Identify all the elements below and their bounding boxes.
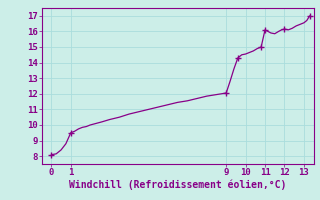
X-axis label: Windchill (Refroidissement éolien,°C): Windchill (Refroidissement éolien,°C) [69, 180, 286, 190]
